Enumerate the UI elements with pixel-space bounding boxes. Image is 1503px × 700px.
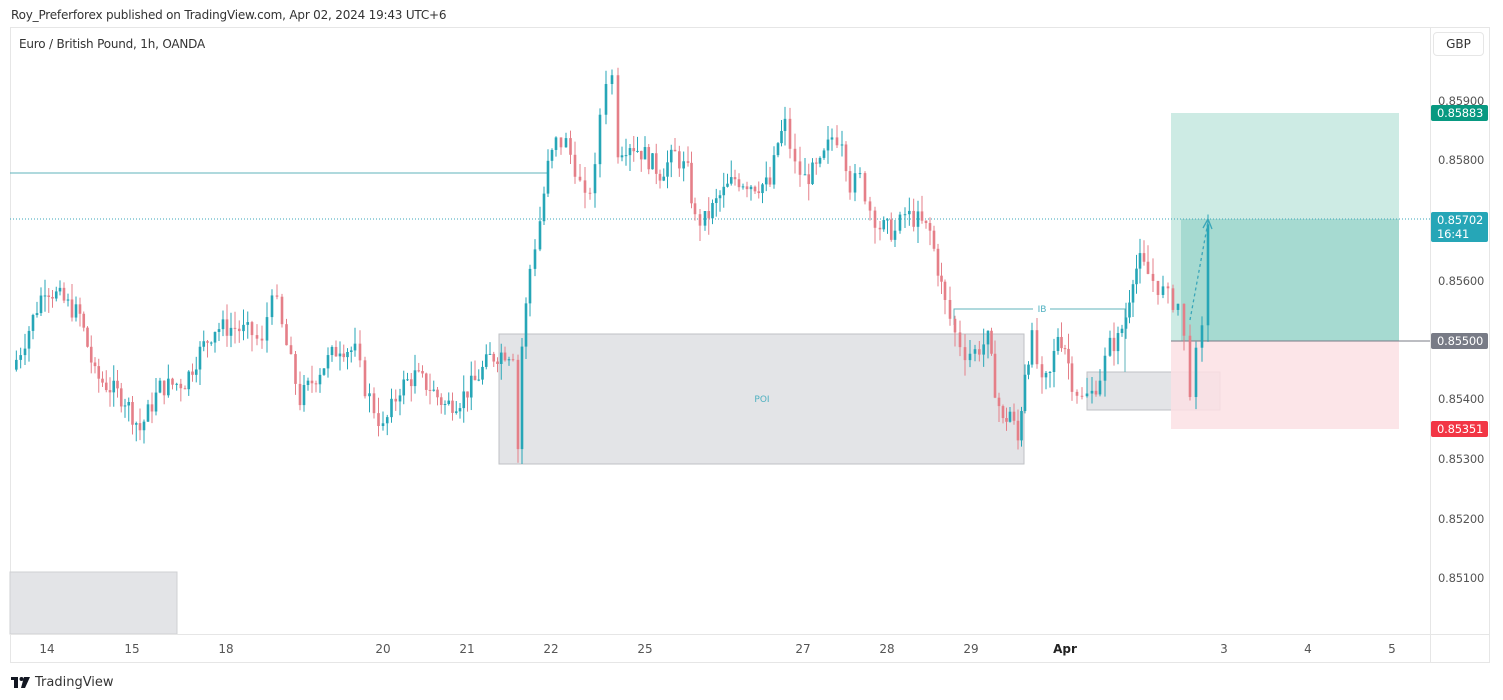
symbol-legend[interactable]: Euro / British Pound, 1h, OANDA: [19, 37, 206, 51]
time-label: 3: [1220, 642, 1228, 656]
poi-label: POI: [754, 395, 769, 405]
target-price-tag: 0.85883: [1431, 105, 1488, 121]
ib-label: IB: [1038, 305, 1047, 315]
price-scale-divider: [1430, 28, 1431, 662]
currency-button[interactable]: GBP: [1433, 32, 1484, 56]
price-label: 0.85600: [1438, 274, 1485, 288]
long-position-tool[interactable]: [1171, 113, 1430, 429]
price-label: 0.85900: [1438, 94, 1485, 108]
time-label: 29: [963, 642, 979, 656]
stop-price-tag: 0.85351: [1431, 421, 1488, 437]
time-label: 27: [795, 642, 811, 656]
candlestick-series: [15, 67, 1210, 464]
time-label: 4: [1304, 642, 1312, 656]
price-label: 0.85200: [1438, 512, 1485, 526]
price-label: 0.85400: [1438, 392, 1485, 406]
price-label: 0.85300: [1438, 452, 1485, 466]
time-label: 22: [543, 642, 559, 656]
brand-name: TradingView: [35, 675, 114, 690]
time-label: 28: [879, 642, 895, 656]
time-label: 5: [1388, 642, 1396, 656]
price-label: 0.85800: [1438, 153, 1485, 167]
chart-frame: [10, 27, 1490, 663]
last-price-tag: 0.85702 16:41: [1431, 212, 1488, 242]
time-label: 15: [124, 642, 140, 656]
time-label: Apr: [1053, 642, 1077, 656]
time-label: 18: [218, 642, 234, 656]
bar-countdown: 16:41: [1437, 227, 1470, 241]
tradingview-logo[interactable]: TradingView: [11, 675, 114, 690]
time-label: 14: [39, 642, 55, 656]
time-label: 20: [375, 642, 391, 656]
price-label: 0.85100: [1438, 571, 1485, 585]
publisher-info: Roy_Preferforex published on TradingView…: [11, 8, 447, 22]
entry-price-tag: 0.85500: [1431, 333, 1488, 349]
zone-rect-bottom-left[interactable]: [9, 571, 178, 635]
tradingview-logo-icon: [11, 676, 30, 688]
last-price-value: 0.85702: [1437, 213, 1484, 227]
time-scale-divider: [10, 634, 1490, 635]
poi-zone[interactable]: [498, 333, 1025, 465]
stop-zone: [1171, 341, 1399, 429]
time-label: 25: [637, 642, 653, 656]
target-filled-zone: [1181, 219, 1399, 341]
projection-arrow[interactable]: [1189, 217, 1213, 321]
time-label: 21: [459, 642, 475, 656]
